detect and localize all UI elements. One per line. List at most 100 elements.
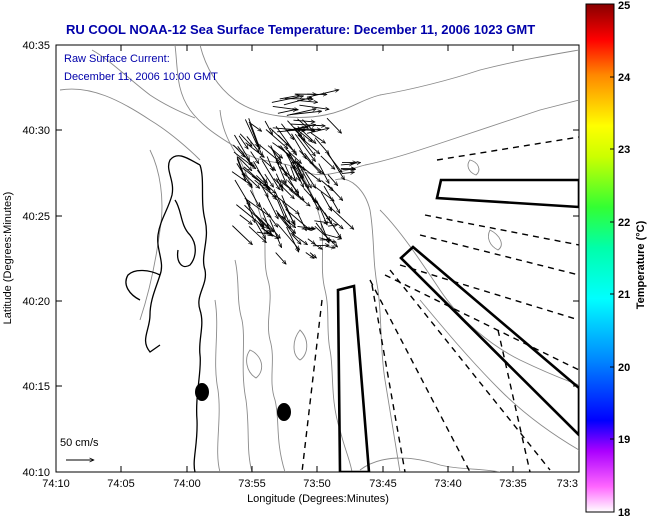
current-vector — [320, 155, 335, 169]
current-vector — [248, 226, 266, 242]
current-vector — [290, 111, 322, 116]
current-vector — [269, 219, 282, 247]
current-vector — [284, 99, 313, 100]
current-vector — [236, 204, 264, 228]
current-vector — [249, 190, 261, 207]
current-vector — [295, 161, 321, 182]
current-vector — [239, 133, 252, 147]
current-vector — [256, 169, 267, 183]
x-tick-label: 73:40 — [434, 478, 462, 490]
current-vector — [242, 172, 260, 189]
subtitle-line-2: December 11, 2006 10:00 GMT — [64, 71, 218, 83]
current-vector — [264, 173, 274, 187]
current-vector — [231, 171, 252, 186]
current-vector — [304, 152, 313, 165]
current-vector — [307, 238, 315, 244]
current-vector — [281, 123, 293, 140]
x-axis-label: Longitude (Degrees:Minutes) — [247, 493, 389, 505]
colorbar-tick: 21 — [618, 289, 630, 301]
current-vector — [232, 225, 252, 245]
x-tick-label: 74:00 — [173, 478, 201, 490]
current-vector — [284, 221, 296, 234]
current-vector — [239, 214, 253, 225]
current-vector — [310, 132, 325, 143]
y-tick-label: 40:30 — [22, 125, 50, 137]
current-vector — [293, 120, 314, 122]
current-vector — [276, 199, 285, 219]
current-vector — [314, 243, 323, 249]
station-marker-1 — [195, 383, 209, 401]
current-vector — [341, 172, 355, 173]
current-vector — [275, 252, 286, 265]
subtitle-line-1: Raw Surface Current: — [64, 53, 170, 65]
current-vector — [309, 194, 320, 210]
current-vector — [328, 215, 343, 229]
current-vector — [255, 222, 266, 239]
y-tick-label: 40:25 — [22, 211, 50, 223]
radar-boxes — [336, 178, 579, 472]
colorbar-label: Temperature (°C) — [635, 220, 647, 309]
current-vector — [319, 237, 336, 243]
current-vector — [327, 174, 338, 186]
current-vector — [293, 128, 305, 140]
current-vector — [242, 153, 254, 166]
surface-current-vectors — [231, 90, 361, 265]
current-vector — [320, 191, 333, 211]
colorbar-tick: 24 — [618, 72, 631, 84]
current-vector — [265, 230, 279, 238]
x-tick-label: 74:05 — [107, 478, 135, 490]
current-vector — [275, 178, 284, 191]
current-vector — [262, 207, 277, 227]
current-vector — [265, 129, 288, 149]
current-vector — [309, 252, 316, 258]
y-tick-label: 40:15 — [22, 381, 50, 393]
current-vector — [277, 109, 297, 114]
current-vector — [326, 246, 335, 247]
scale-label: 50 cm/s — [60, 437, 99, 449]
x-tick-label: 73:55 — [238, 478, 266, 490]
colorbar-tick: 22 — [618, 217, 630, 229]
x-axis: 74:10 74:05 74:00 73:55 73:50 73:45 73:4… — [42, 45, 578, 505]
current-vector — [244, 119, 259, 147]
x-tick-label: 74:10 — [42, 478, 70, 490]
current-vector — [287, 150, 304, 178]
current-vector — [327, 184, 343, 201]
current-vector — [269, 127, 288, 145]
current-vector — [311, 162, 324, 174]
colorbar-tick: 18 — [618, 507, 630, 518]
current-vector — [259, 156, 276, 171]
current-vector — [262, 217, 281, 238]
current-vector — [326, 117, 342, 133]
current-vector — [314, 221, 328, 223]
colorbar-tick: 25 — [618, 0, 630, 12]
colorbar-tick: 23 — [618, 144, 630, 156]
current-vector — [233, 144, 245, 157]
current-vector — [297, 213, 307, 231]
y-axis-label: Latitude (Degrees:Minutes) — [2, 192, 14, 325]
current-vector — [285, 127, 306, 132]
current-vector — [242, 167, 266, 187]
x-tick-label: 73:35 — [499, 478, 527, 490]
current-vector — [291, 234, 301, 244]
x-tick-label: 73:3 — [557, 478, 578, 490]
current-vector — [321, 180, 333, 191]
colorbar-tick: 19 — [618, 434, 630, 446]
station-marker-2 — [277, 403, 291, 421]
current-vector — [294, 133, 315, 161]
current-vector — [284, 164, 292, 179]
current-vector — [315, 199, 332, 224]
current-vector — [249, 123, 262, 156]
current-vector — [261, 160, 279, 189]
current-vector — [299, 150, 321, 174]
y-axis: 40:35 40:30 40:25 40:20 40:15 40:10 Lati… — [2, 40, 579, 479]
coastline — [125, 155, 208, 472]
current-vector — [266, 195, 279, 219]
current-vector — [290, 190, 310, 206]
current-vector — [306, 128, 329, 134]
current-vector — [264, 120, 273, 134]
current-vector — [350, 163, 360, 164]
current-vector — [313, 185, 334, 202]
current-vector — [273, 178, 294, 199]
current-vector — [328, 225, 337, 226]
